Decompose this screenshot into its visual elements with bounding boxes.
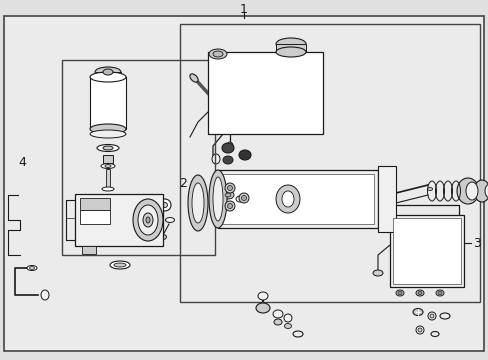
Ellipse shape [415,290,423,296]
Ellipse shape [105,165,111,167]
Ellipse shape [284,324,291,328]
Ellipse shape [159,234,166,239]
Ellipse shape [256,303,269,313]
Bar [377,166,395,232]
Ellipse shape [29,266,35,270]
Ellipse shape [284,314,291,322]
Ellipse shape [102,187,114,191]
Text: 3: 3 [472,237,480,249]
Ellipse shape [146,217,150,223]
Bar [222,174,373,224]
Bar [389,215,463,287]
Ellipse shape [159,199,171,211]
Bar [75,194,163,246]
Ellipse shape [395,290,403,296]
Ellipse shape [227,185,232,190]
Ellipse shape [95,67,121,77]
Bar [180,24,479,302]
Ellipse shape [110,261,130,269]
Ellipse shape [138,205,158,235]
Bar [82,246,96,254]
Ellipse shape [222,191,234,199]
Ellipse shape [429,314,433,318]
Ellipse shape [90,130,126,138]
Ellipse shape [222,143,234,153]
Ellipse shape [437,292,441,294]
Ellipse shape [103,69,113,75]
Ellipse shape [41,290,49,300]
Text: 4: 4 [18,156,26,168]
Ellipse shape [226,142,232,150]
Ellipse shape [275,47,305,57]
Ellipse shape [165,217,174,222]
Ellipse shape [114,263,126,267]
Ellipse shape [133,199,163,241]
Ellipse shape [427,312,435,320]
Bar [207,52,323,134]
Bar [96,72,121,77]
Ellipse shape [192,183,203,223]
Ellipse shape [272,310,283,318]
Bar [90,77,126,129]
Ellipse shape [27,266,37,270]
Ellipse shape [435,290,443,296]
Ellipse shape [275,185,299,213]
Ellipse shape [95,73,121,81]
Ellipse shape [372,270,382,276]
Ellipse shape [417,328,421,332]
Ellipse shape [103,146,113,150]
Ellipse shape [212,154,220,164]
Ellipse shape [239,193,248,203]
Ellipse shape [456,178,478,204]
Text: 2: 2 [179,176,186,189]
Ellipse shape [90,124,126,134]
Bar [106,169,110,187]
Bar [62,60,215,255]
Ellipse shape [236,196,244,202]
Bar [80,210,110,224]
Ellipse shape [275,38,305,50]
Ellipse shape [208,170,226,228]
Ellipse shape [417,292,421,294]
Ellipse shape [208,49,226,59]
Bar [218,170,377,228]
Bar [80,198,110,210]
Bar [392,218,460,284]
Ellipse shape [227,203,232,208]
Ellipse shape [101,163,115,168]
Ellipse shape [241,195,246,201]
Ellipse shape [187,175,207,231]
Ellipse shape [239,150,250,160]
Ellipse shape [484,184,488,198]
Ellipse shape [473,180,488,202]
Ellipse shape [427,188,431,190]
Text: 1: 1 [240,3,247,15]
Ellipse shape [465,182,477,200]
Ellipse shape [162,202,167,207]
Bar [275,44,305,52]
Ellipse shape [189,74,198,82]
Ellipse shape [142,213,153,227]
Ellipse shape [224,201,235,211]
Ellipse shape [412,309,422,315]
Bar [103,155,113,163]
Ellipse shape [224,183,235,193]
Ellipse shape [97,144,119,152]
Ellipse shape [213,177,223,221]
Ellipse shape [397,292,401,294]
Ellipse shape [213,51,223,57]
Ellipse shape [258,292,267,300]
Ellipse shape [223,156,232,164]
Ellipse shape [273,319,282,325]
Ellipse shape [90,72,126,82]
Ellipse shape [224,193,230,197]
Ellipse shape [282,191,293,207]
Ellipse shape [415,326,423,334]
